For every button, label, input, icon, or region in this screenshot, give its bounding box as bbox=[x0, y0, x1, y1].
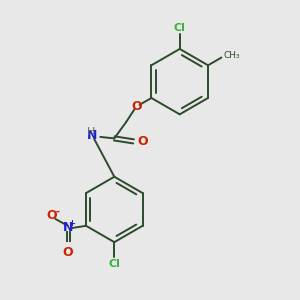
Text: Cl: Cl bbox=[108, 260, 120, 269]
Text: Cl: Cl bbox=[174, 22, 186, 33]
Text: O: O bbox=[63, 246, 74, 259]
Text: N: N bbox=[87, 129, 97, 142]
Text: H: H bbox=[87, 127, 96, 137]
Text: CH₃: CH₃ bbox=[224, 51, 240, 60]
Text: N: N bbox=[63, 221, 74, 234]
Text: -: - bbox=[56, 207, 59, 217]
Text: O: O bbox=[137, 135, 148, 148]
Text: O: O bbox=[47, 209, 57, 222]
Text: +: + bbox=[68, 219, 75, 228]
Text: O: O bbox=[131, 100, 142, 113]
